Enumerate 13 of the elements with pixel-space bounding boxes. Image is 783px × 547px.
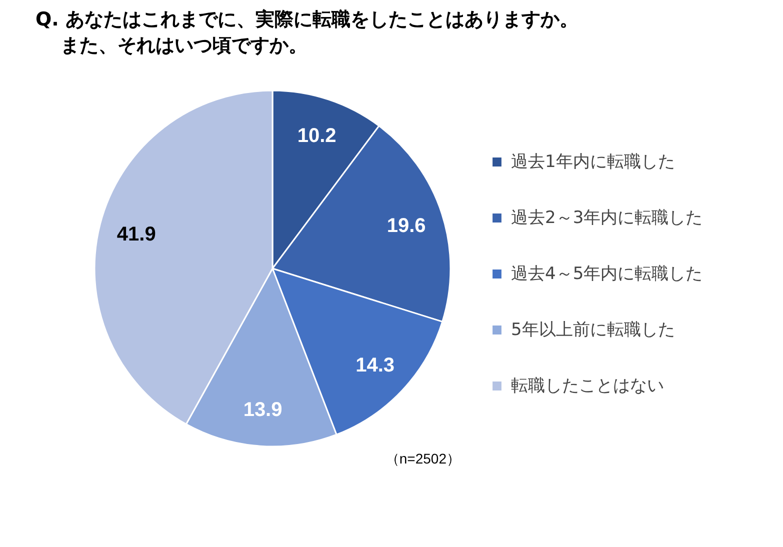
- legend-label: 過去1年内に転職した: [511, 151, 675, 173]
- chart-subtitle: また、それはいつ頃ですか。: [60, 34, 308, 56]
- text: （n=2502）: [385, 450, 461, 466]
- legend-label: 過去4～5年内に転職した: [511, 263, 703, 285]
- chart-title: Q. あなたはこれまでに、実際に転職をしたことはありますか。: [36, 8, 578, 30]
- data-label: 41.9: [116, 223, 156, 246]
- data-label: 14.3: [356, 354, 395, 377]
- data-label: 19.6: [386, 215, 426, 238]
- legend-label: 転職したことはない: [511, 375, 664, 397]
- legend-label: 過去2～3年内に転職した: [511, 207, 703, 229]
- legend-label: 5年以上前に転職した: [511, 319, 675, 341]
- data-label: 10.2: [297, 125, 336, 148]
- data-label: 13.9: [243, 398, 282, 421]
